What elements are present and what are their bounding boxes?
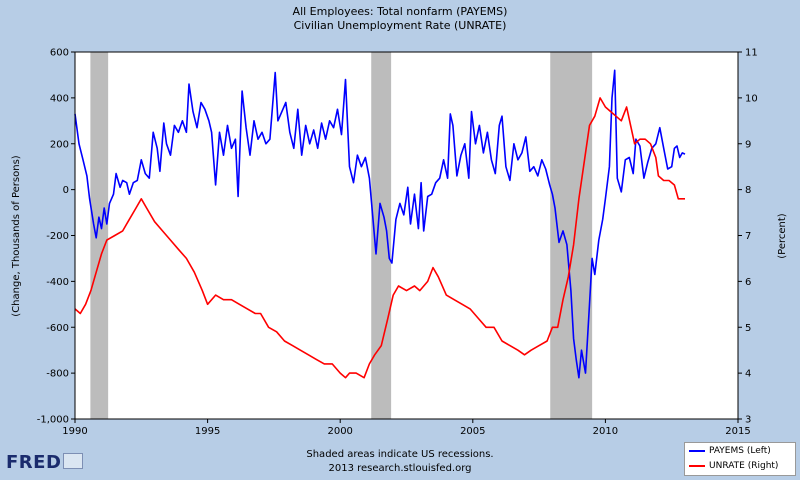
x-tick-label-2: 2000 [327,426,352,437]
y-right-tick-label-7: 4 [745,369,751,380]
y-right-tick-label-1: 10 [745,93,758,104]
chart-subtitle: Civilian Unemployment Rate (UNRATE) [294,19,507,32]
y-axis-right-label: (Percent) [777,213,788,259]
y-right-tick-label-6: 5 [745,323,751,334]
legend-item-payems: PAYEMS (Left) [685,444,795,458]
legend-label-payems: PAYEMS (Left) [709,446,771,456]
y-left-tick-label-8: -1,000 [37,415,69,426]
y-left-tick-label-0: 600 [50,48,69,59]
y-left-tick-label-5: -400 [46,277,69,288]
y-right-tick-label-0: 11 [745,48,758,59]
plot-area [75,52,738,419]
y-right-tick-label-5: 6 [745,277,751,288]
x-tick-label-0: 1990 [62,426,87,437]
series-line-unrate [74,97,685,379]
recession-band-2 [550,52,593,419]
legend-label-unrate: UNRATE (Right) [709,461,779,471]
legend-swatch-payems [689,450,705,452]
y-left-tick-label-3: 0 [63,185,69,196]
y-left-tick-label-2: 200 [50,139,69,150]
series-line-payems [74,69,686,379]
y-right-tick-label-4: 7 [745,231,751,242]
legend-swatch-unrate [689,465,705,467]
y-left-tick-label-7: -800 [46,369,69,380]
y-right-tick-label-8: 3 [745,415,751,426]
fred-logo-text: FRED [6,452,62,473]
fred-logo: FRED [6,452,84,473]
y-right-tick-label-2: 9 [745,139,751,150]
mini-chart-icon [63,453,84,469]
x-tick-label-5: 2015 [725,426,750,437]
recession-band-0 [90,52,109,419]
chart-title: All Employees: Total nonfarm (PAYEMS) [293,5,508,18]
x-tick-label-1: 1995 [195,426,220,437]
y-left-tick-label-4: -200 [46,231,69,242]
y-right-tick-label-3: 8 [745,185,751,196]
legend-item-unrate: UNRATE (Right) [685,459,795,473]
y-axis-left-label: (Change, Thousands of Persons) [11,155,22,316]
legend: PAYEMS (Left) UNRATE (Right) [684,442,796,476]
y-left-tick-label-6: -600 [46,323,69,334]
y-left-tick-label-1: 400 [50,93,69,104]
footer-source: 2013 research.stlouisfed.org [328,463,471,474]
footer-note: Shaded areas indicate US recessions. [306,449,493,460]
x-tick-label-3: 2005 [460,426,485,437]
x-tick-label-4: 2010 [593,426,618,437]
